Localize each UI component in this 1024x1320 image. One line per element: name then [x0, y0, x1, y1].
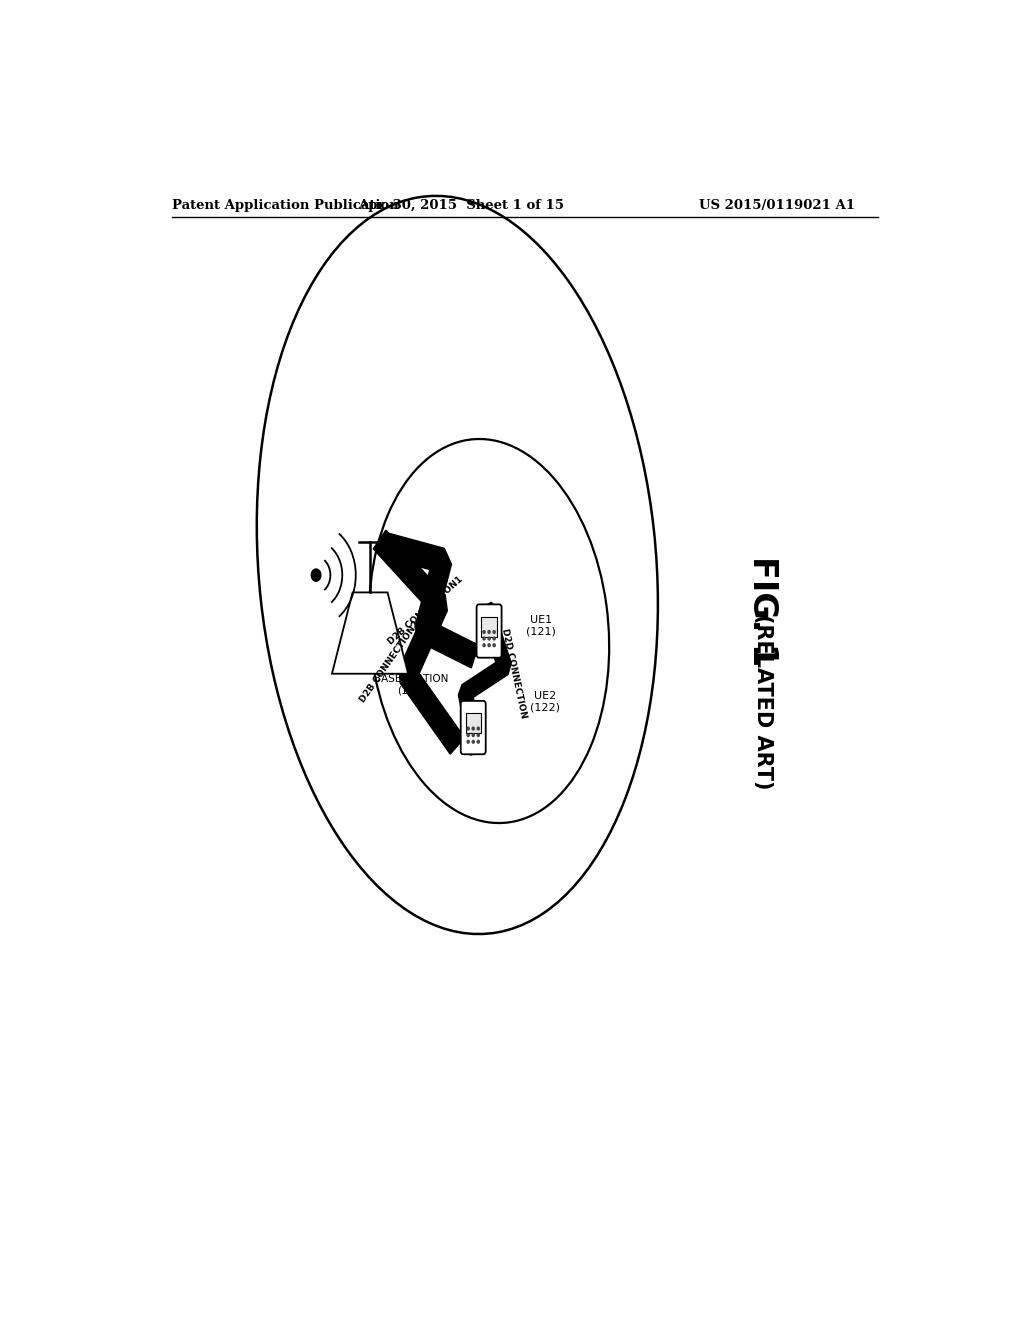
Circle shape — [467, 741, 469, 743]
Circle shape — [483, 631, 485, 634]
Text: Patent Application Publication: Patent Application Publication — [172, 198, 398, 211]
Text: D2B CONNECTION1: D2B CONNECTION1 — [386, 574, 465, 647]
Bar — [481, 616, 497, 636]
Circle shape — [472, 727, 474, 730]
Circle shape — [311, 569, 321, 581]
Text: D2D CONNECTION: D2D CONNECTION — [501, 628, 528, 719]
Text: UE2
(122): UE2 (122) — [529, 692, 560, 713]
Bar — [466, 713, 481, 733]
Circle shape — [467, 727, 469, 730]
Circle shape — [488, 631, 490, 634]
Polygon shape — [382, 532, 478, 668]
Text: US 2015/0119021 A1: US 2015/0119021 A1 — [699, 198, 855, 211]
Circle shape — [494, 638, 496, 640]
Circle shape — [488, 644, 490, 647]
Circle shape — [472, 734, 474, 737]
Circle shape — [488, 638, 490, 640]
Text: BASE STATION
(110): BASE STATION (110) — [374, 673, 449, 696]
Polygon shape — [459, 602, 511, 755]
Polygon shape — [332, 593, 409, 673]
Circle shape — [472, 741, 474, 743]
Circle shape — [467, 734, 469, 737]
Circle shape — [483, 638, 485, 640]
Polygon shape — [374, 531, 465, 754]
Circle shape — [477, 734, 479, 737]
Circle shape — [477, 727, 479, 730]
FancyBboxPatch shape — [461, 701, 485, 754]
FancyBboxPatch shape — [476, 605, 502, 657]
Text: Apr. 30, 2015  Sheet 1 of 15: Apr. 30, 2015 Sheet 1 of 15 — [358, 198, 564, 211]
Circle shape — [494, 631, 496, 634]
Text: UE1
(121): UE1 (121) — [525, 615, 556, 636]
Text: (RELATED ART): (RELATED ART) — [753, 614, 773, 789]
Text: FIG. 1: FIG. 1 — [746, 556, 779, 665]
Circle shape — [483, 644, 485, 647]
Circle shape — [494, 644, 496, 647]
Text: D2B CONNECTION2: D2B CONNECTION2 — [358, 619, 422, 704]
Circle shape — [477, 741, 479, 743]
